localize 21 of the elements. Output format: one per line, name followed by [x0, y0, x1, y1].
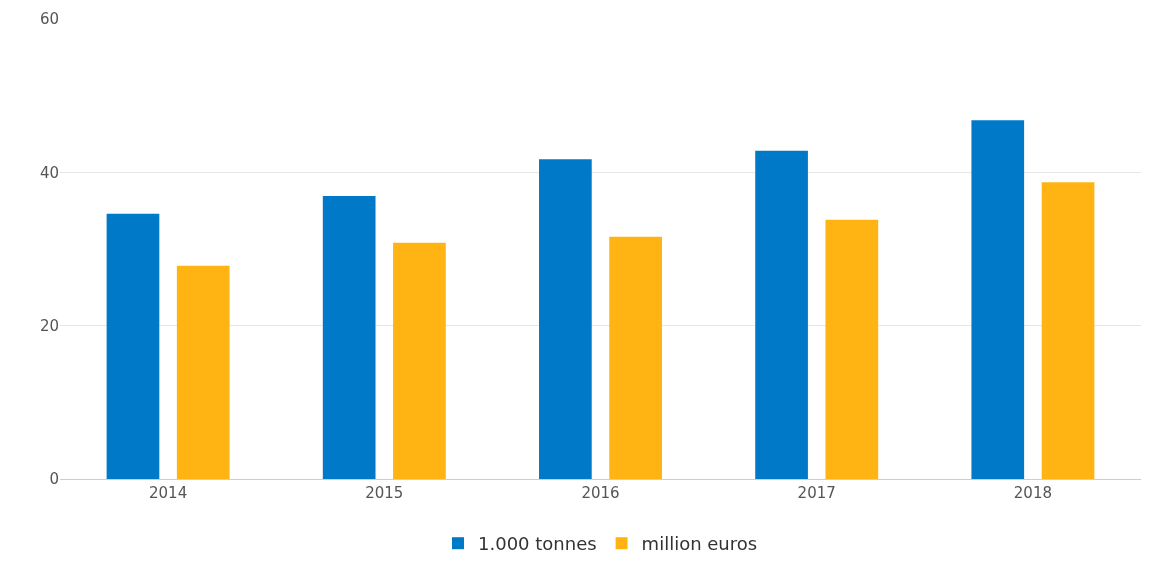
- legend-label: million euros: [641, 533, 758, 555]
- x-tick-label: 2015: [365, 484, 404, 502]
- x-tick-label: 2017: [797, 484, 836, 502]
- bar: [393, 242, 446, 479]
- bar: [106, 213, 160, 479]
- x-tick-label: 2014: [149, 484, 188, 502]
- bar: [322, 196, 376, 479]
- bar: [755, 150, 808, 479]
- bar: [176, 265, 230, 479]
- bar: [971, 120, 1025, 479]
- y-tick-label: 20: [39, 316, 59, 335]
- x-tick-label: 2016: [581, 484, 620, 502]
- y-tick-label: 40: [39, 163, 59, 182]
- legend-label: 1.000 tonnes: [478, 533, 597, 555]
- x-tick-label: 2018: [1013, 484, 1052, 502]
- bar: [1041, 182, 1095, 479]
- bar: [539, 159, 592, 479]
- bar: [825, 219, 879, 479]
- bar: [609, 236, 662, 479]
- y-tick-label: 60: [39, 10, 59, 29]
- y-tick-label: 0: [49, 470, 59, 489]
